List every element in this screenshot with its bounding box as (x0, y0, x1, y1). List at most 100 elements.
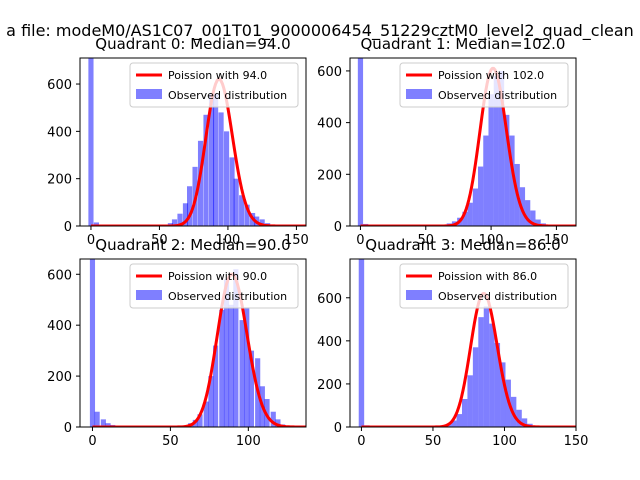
y-tick-label: 600 (317, 65, 342, 80)
y-tick-label: 600 (317, 292, 342, 307)
histogram-bar (483, 306, 490, 427)
chart-title: Quadrant 2: Median=90.0 (95, 236, 290, 254)
chart-title: Quadrant 0: Median=94.0 (95, 35, 290, 53)
histogram-bar (105, 423, 111, 427)
x-tick-label: 50 (417, 233, 434, 248)
histogram-bar (467, 202, 473, 226)
axes-frame (349, 258, 577, 428)
legend-box (129, 62, 299, 108)
histogram-bar (500, 362, 506, 427)
legend-hist-label: Observed distribution (438, 89, 557, 102)
histogram-bar (94, 411, 100, 427)
histogram-bar (488, 94, 494, 226)
y-tick-label: 0 (334, 220, 342, 235)
poisson-fit-line (92, 272, 306, 427)
histogram-bar (462, 399, 468, 427)
legend-line-label: Poission with 86.0 (438, 270, 537, 283)
y-tick-label: 400 (317, 335, 342, 350)
legend-hist-swatch (136, 290, 162, 300)
y-tick-label: 400 (317, 117, 342, 132)
axes-frame (79, 57, 307, 227)
y-tick-label: 200 (317, 378, 342, 393)
chart-panel-3: 0 50 100 150 0 200 400 600 Quadrant 3: Median=86… (317, 236, 588, 449)
histogram-bar (535, 219, 541, 226)
legend-hist-swatch (406, 89, 432, 99)
histogram-bar (493, 76, 499, 226)
histogram-bar (89, 259, 96, 427)
histogram-bar (208, 376, 214, 427)
histogram-bar (472, 188, 479, 226)
legend-box (399, 62, 569, 108)
legend: Poission with 102.0 Observed distribution (399, 62, 569, 108)
legend-hist-label: Observed distribution (438, 290, 557, 303)
histogram-bar (478, 166, 484, 226)
histogram-bar (239, 320, 245, 427)
x-tick-label: 100 (236, 434, 261, 449)
legend: Poission with 86.0 Observed distribution (399, 263, 569, 309)
histogram-bar (357, 58, 364, 226)
legend-line-label: Poission with 90.0 (168, 270, 267, 283)
histogram-bar (259, 219, 265, 226)
x-tick-label: 100 (479, 233, 504, 248)
histogram-bar (451, 420, 457, 427)
legend: Poission with 90.0 Observed distribution (129, 263, 299, 309)
x-tick-label: 150 (284, 233, 309, 248)
histogram-bar (467, 375, 473, 427)
y-tick-label: 200 (317, 168, 342, 183)
histogram-bar (233, 178, 239, 226)
chart-title: Quadrant 1: Median=102.0 (361, 35, 566, 53)
histogram-bar (462, 211, 468, 226)
histogram-bar (270, 411, 276, 427)
histogram-bar (244, 204, 250, 226)
histogram-bar (219, 309, 225, 427)
y-tick-label: 200 (47, 173, 72, 188)
histogram-bar (478, 317, 484, 427)
histogram-bar (229, 157, 235, 226)
histogram-bar (187, 186, 193, 226)
y-tick-label: 0 (64, 220, 72, 235)
legend-line-label: Poission with 94.0 (168, 69, 267, 82)
legend-hist-label: Observed distribution (168, 89, 287, 102)
x-tick-label: 0 (88, 434, 96, 449)
histogram-bar (494, 343, 501, 427)
x-tick-label: 50 (425, 434, 442, 449)
histogram-bar (213, 93, 219, 226)
legend-box (129, 263, 299, 309)
x-tick-label: 150 (544, 233, 569, 248)
histogram-bar (197, 414, 203, 427)
histogram-bar (203, 401, 209, 427)
histogram-bar (228, 304, 234, 427)
histogram-bar (88, 58, 94, 226)
histogram-bar (177, 213, 183, 226)
histogram-bar (93, 222, 100, 226)
histogram-bar (509, 135, 515, 226)
histogram-bar (223, 131, 230, 226)
x-tick-label: 50 (162, 434, 179, 449)
histogram-bar (203, 114, 209, 226)
y-tick-label: 0 (334, 421, 342, 436)
chart-panel-0: 0 50 100 150 0 200 400 600 Quadrant 0: Median=94… (47, 35, 309, 248)
histogram-bar (218, 112, 224, 226)
poisson-fit-line (360, 66, 576, 226)
histogram-bar (239, 195, 245, 226)
chart-title: Quadrant 3: Median=86.0 (365, 236, 560, 254)
histogram-bar (244, 307, 250, 427)
histogram-bar (248, 350, 255, 427)
figure-suptitle: a file: modeM0/AS1C07_001T01_9000006454_… (6, 21, 634, 41)
y-tick-label: 600 (47, 78, 72, 93)
x-tick-label: 150 (564, 434, 589, 449)
histogram-bar (213, 345, 219, 427)
axes-frame (79, 258, 307, 428)
histogram-bar (358, 259, 365, 427)
x-tick-label: 100 (216, 233, 241, 248)
legend: Poission with 94.0 Observed distribution (129, 62, 299, 108)
legend-line-label: Poission with 102.0 (438, 69, 544, 82)
x-tick-label: 0 (356, 233, 364, 248)
x-tick-label: 50 (151, 233, 168, 248)
y-tick-label: 400 (47, 319, 72, 334)
histogram-bar (472, 347, 479, 427)
y-tick-label: 600 (47, 268, 72, 283)
histogram-bar (489, 323, 495, 427)
y-tick-label: 400 (47, 125, 72, 140)
